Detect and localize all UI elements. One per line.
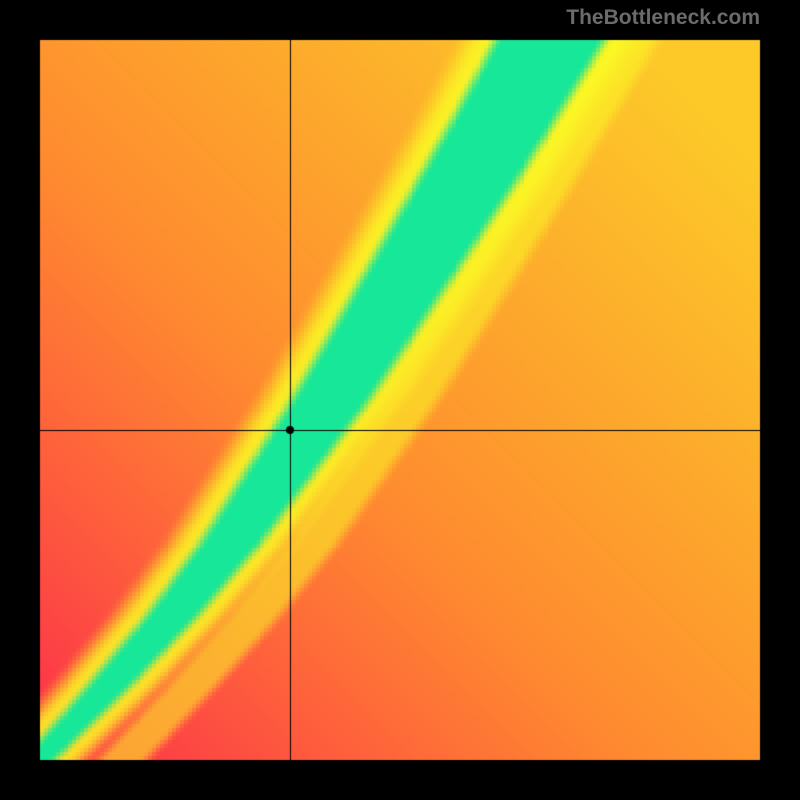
watermark-text: TheBottleneck.com <box>566 6 760 30</box>
heatmap-canvas <box>0 0 800 800</box>
